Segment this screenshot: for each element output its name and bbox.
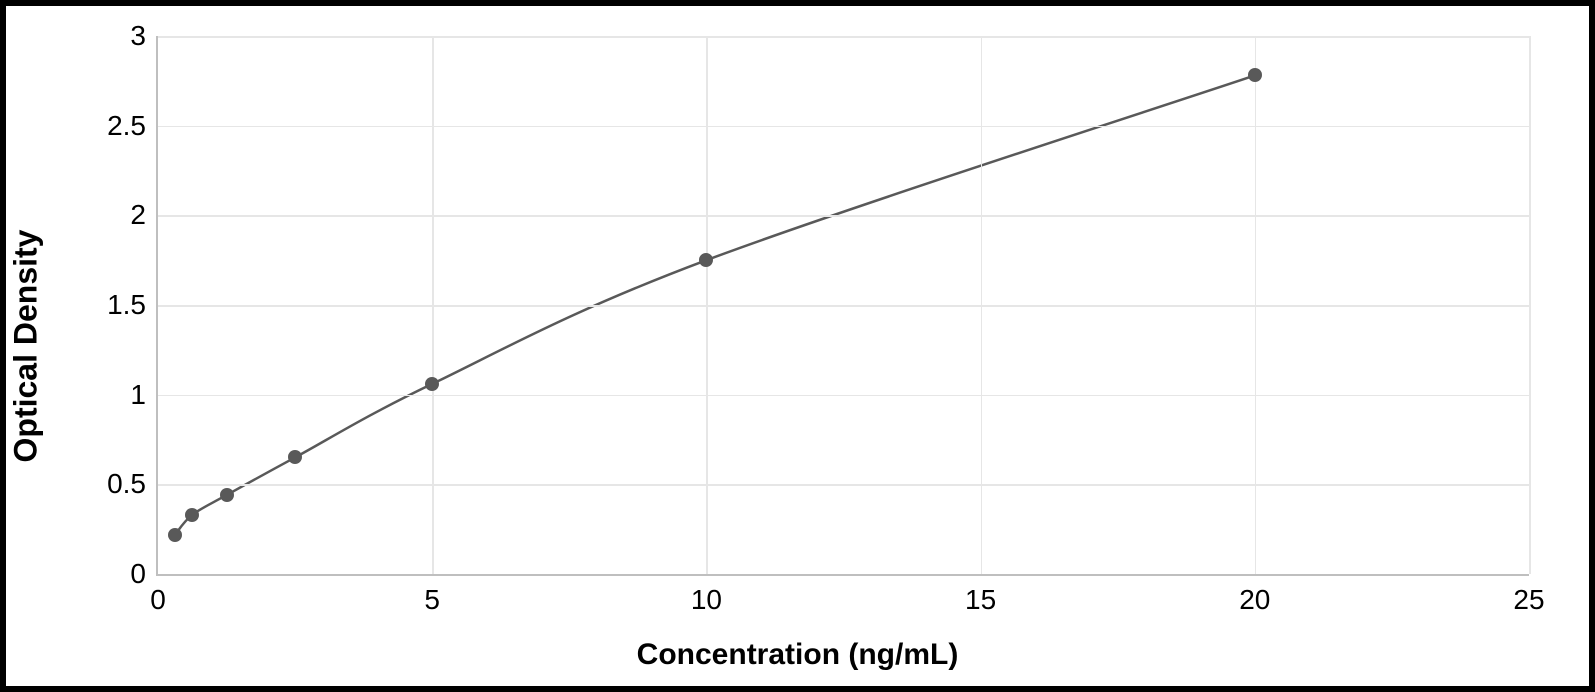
y-tick-label: 1.5 [107,289,158,321]
gridline-horizontal [158,36,1529,38]
y-tick-label: 0.5 [107,468,158,500]
data-point-marker [1248,68,1262,82]
gridline-horizontal [158,305,1529,307]
y-tick-label: 0 [130,558,158,590]
chart-frame: Optical Density Concentration (ng/mL) 05… [0,0,1595,692]
x-tick-label: 20 [1239,574,1270,616]
gridline-horizontal [158,126,1529,128]
x-tick-label: 10 [691,574,722,616]
data-point-marker [699,253,713,267]
data-point-marker [288,450,302,464]
y-tick-label: 2.5 [107,110,158,142]
chart-container: Optical Density Concentration (ng/mL) 05… [36,26,1559,666]
y-tick-label: 1 [130,379,158,411]
data-point-marker [220,488,234,502]
data-point-marker [185,508,199,522]
data-point-marker [425,377,439,391]
y-tick-label: 3 [130,20,158,52]
plot-area: 051015202500.511.522.53 [156,36,1529,576]
data-point-marker [168,528,182,542]
gridline-horizontal [158,395,1529,397]
y-axis-label: Optical Density [8,230,45,463]
gridline-horizontal [158,215,1529,217]
x-tick-label: 15 [965,574,996,616]
gridline-horizontal [158,484,1529,486]
gridline-vertical [1529,36,1531,574]
x-tick-label: 25 [1513,574,1544,616]
y-tick-label: 2 [130,199,158,231]
x-tick-label: 5 [424,574,440,616]
x-axis-label: Concentration (ng/mL) [637,638,959,672]
